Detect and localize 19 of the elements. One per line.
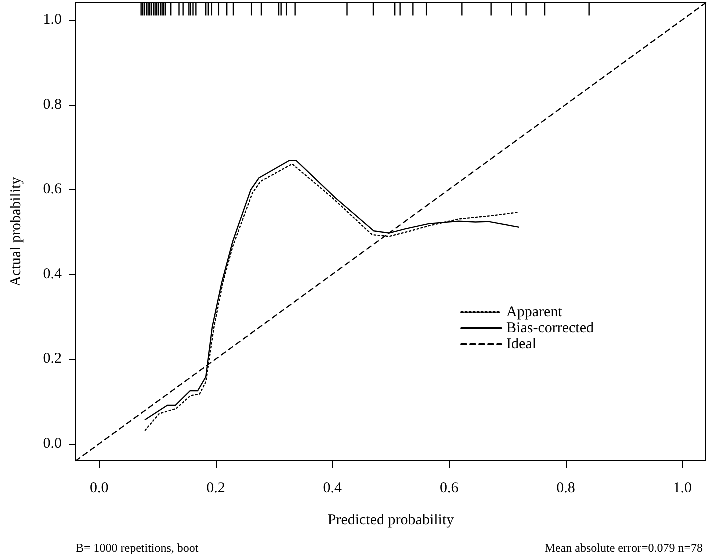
y-tick-label: 0.4 — [43, 266, 62, 282]
legend-label: Bias-corrected — [506, 320, 594, 336]
legend-label: Ideal — [506, 336, 537, 352]
x-axis-title: Predicted probability — [328, 512, 455, 528]
x-tick-label: 0.4 — [323, 480, 343, 496]
y-tick-label: 0.0 — [43, 436, 62, 452]
x-tick-label: 0.2 — [206, 480, 226, 496]
y-axis-title: Actual probability — [8, 176, 24, 287]
x-tick-label: 0.8 — [556, 480, 576, 496]
x-tick-label: 0.0 — [90, 480, 109, 496]
text: Mean absolute error=0.079 n=78 — [544, 541, 704, 555]
y-tick-label: 0.8 — [43, 96, 62, 113]
x-tick-label: 0.6 — [440, 480, 460, 496]
x-tick-label: 1.0 — [673, 480, 692, 496]
text: B= 1000 repetitions, boot — [76, 541, 200, 555]
y-tick-label: 0.6 — [43, 182, 62, 198]
y-tick-label: 1.0 — [43, 12, 62, 28]
legend-label: Apparent — [506, 304, 564, 320]
y-tick-label: 0.2 — [43, 351, 62, 368]
